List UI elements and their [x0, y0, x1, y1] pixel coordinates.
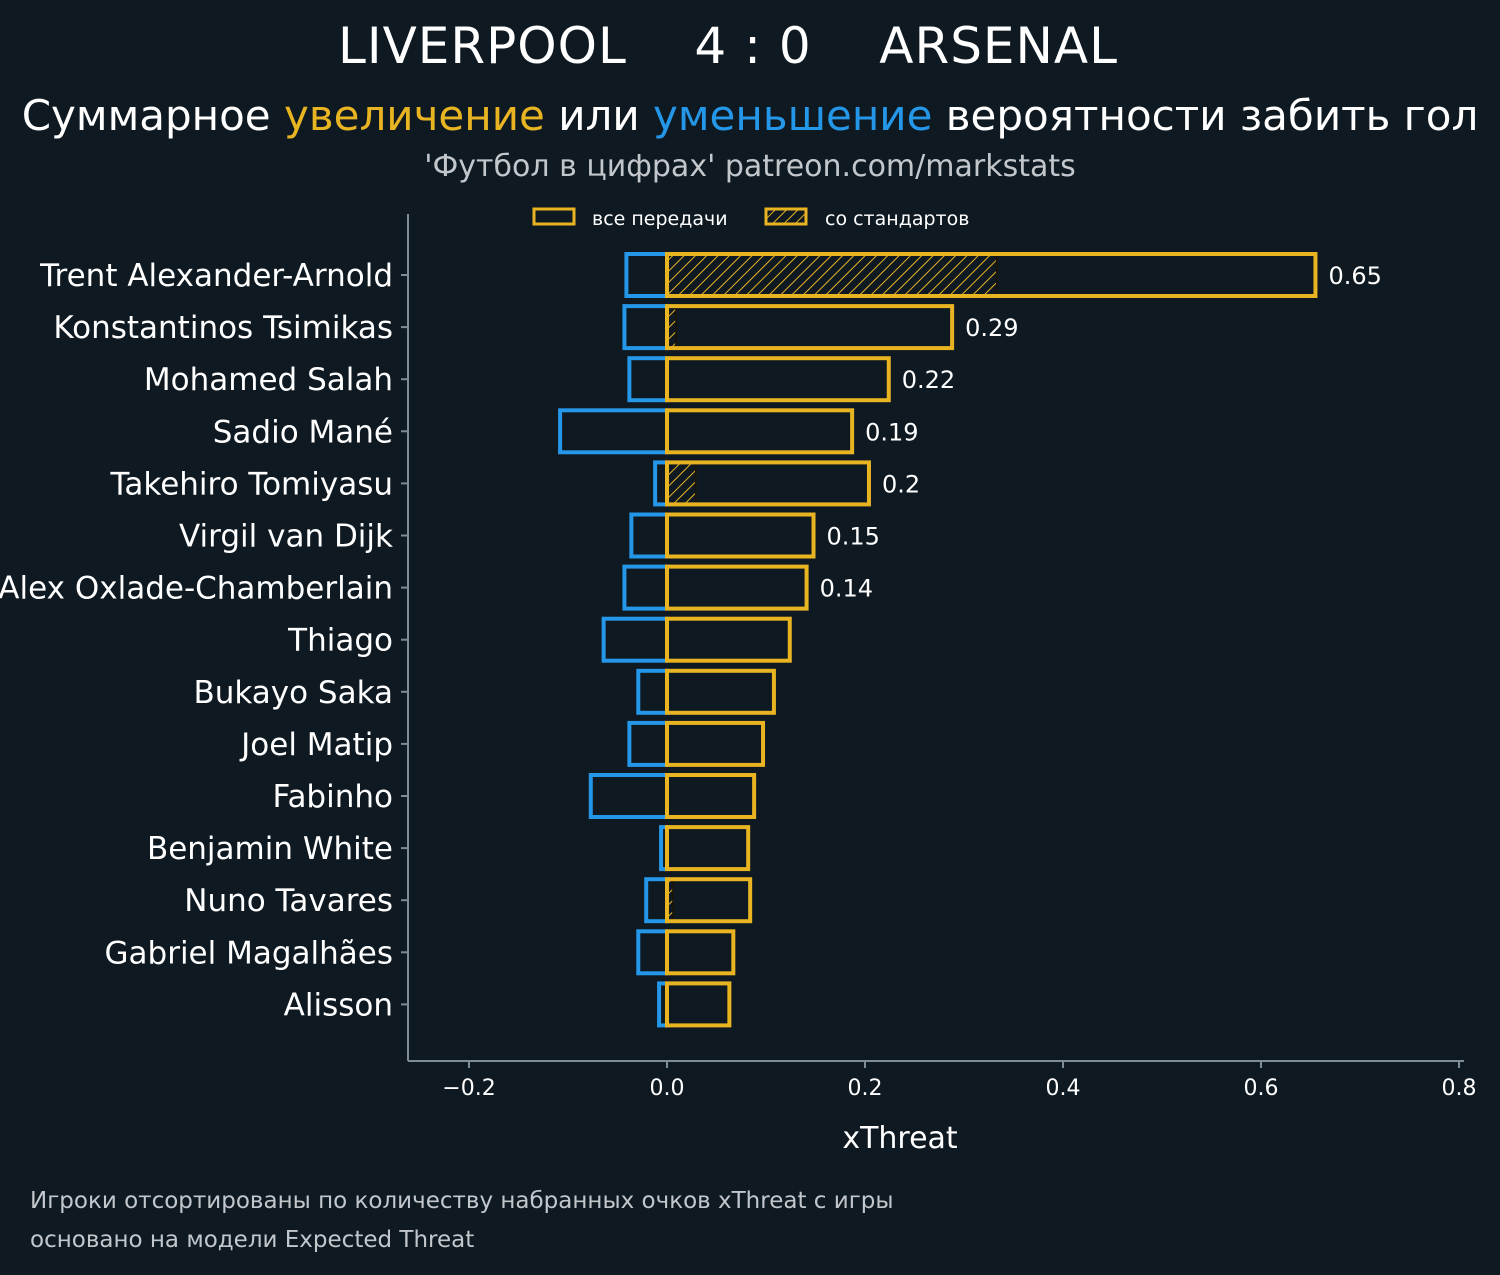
legend-label-all-passes: все передачи: [592, 208, 728, 230]
bar-negative-sadio-mane: [558, 408, 670, 455]
y-tick-label-alisson: Alisson: [284, 987, 393, 1023]
y-tick-label-benjamin-white: Benjamin White: [147, 831, 393, 867]
subtitle-decrease-word: уменьшение: [652, 91, 933, 140]
y-tick-label-virgil-van-dijk: Virgil van Dijk: [179, 519, 393, 555]
x-tick-label-4: 0.6: [1244, 1076, 1279, 1101]
value-label-alex-oxlade-chamberlain: 0.14: [820, 575, 873, 603]
value-label-trent-alexander-arnold: 0.65: [1328, 262, 1381, 290]
bar-positive-nuno-tavares: [665, 877, 753, 924]
subtitle-part3: вероятности забить гол: [932, 91, 1479, 140]
x-tick-label-1: 0.0: [650, 1076, 685, 1101]
bar-negative-joel-matip: [627, 720, 670, 767]
bar-positive-trent-alexander-arnold: [665, 252, 1318, 298]
footnote-model: основано на модели Expected Threat: [30, 1227, 475, 1253]
y-tick-label-trent-alexander-arnold: Trent Alexander-Arnold: [39, 258, 393, 294]
bar-positive-konstantinos-tsimikas: [665, 304, 955, 351]
bar-negative-thiago: [601, 616, 670, 663]
value-label-virgil-van-dijk: 0.15: [827, 523, 880, 551]
chart-legend: все передачи со стандартов: [532, 207, 969, 230]
bar-positive-takehiro-tomiyasu: [665, 460, 871, 507]
value-label-sadio-mane: 0.19: [865, 418, 918, 446]
bar-negative-mohamed-salah: [627, 356, 670, 403]
bar-negative-nuno-tavares: [644, 877, 670, 924]
bar-positive-thiago: [665, 616, 792, 663]
bar-negative-fabinho: [588, 773, 670, 819]
bar-negative-konstantinos-tsimikas: [622, 304, 669, 351]
chart-subtitle: Суммарное увеличение или уменьшение веро…: [0, 88, 1500, 144]
bar-negative-trent-alexander-arnold: [624, 252, 669, 298]
chart-title: LIVERPOOL 4 : 0 ARSENAL: [337, 17, 1118, 75]
y-tick-label-mohamed-salah: Mohamed Salah: [144, 362, 393, 398]
legend-swatch-set-pieces: [764, 207, 808, 226]
bar-positive-joel-matip: [665, 720, 766, 767]
subtitle-part1: Суммарное: [21, 91, 284, 140]
subtitle-part2: или: [544, 91, 653, 140]
legend-label-set-pieces: со стандартов: [825, 208, 969, 230]
x-tick-label-3: 0.4: [1046, 1076, 1081, 1101]
y-tick-label-alex-oxlade-chamberlain: Alex Oxlade-Chamberlain: [0, 571, 393, 607]
value-label-konstantinos-tsimikas: 0.29: [965, 314, 1018, 342]
bar-positive-bukayo-saka: [665, 668, 776, 715]
x-axis-label: xThreat: [842, 1121, 958, 1156]
axes-group: Trent Alexander-Arnold Konstantinos Tsimi…: [0, 214, 1477, 1156]
bar-negative-gabriel-magalhaes: [636, 929, 669, 976]
y-tick-label-joel-matip: Joel Matip: [239, 727, 393, 763]
value-label-mohamed-salah: 0.22: [902, 366, 955, 394]
y-tick-label-sadio-mane: Sadio Mané: [213, 414, 393, 450]
bar-negative-alex-oxlade-chamberlain: [622, 564, 669, 611]
bar-positive-gabriel-magalhaes: [665, 929, 736, 976]
bar-positive-virgil-van-dijk: [665, 512, 816, 559]
bar-positive-sadio-mane: [665, 408, 855, 455]
x-tick-label-2: 0.2: [848, 1076, 883, 1101]
bar-positive-alex-oxlade-chamberlain: [665, 564, 809, 611]
bar-positive-alisson: [665, 981, 732, 1028]
bar-positive-benjamin-white: [665, 825, 751, 872]
y-tick-label-takehiro-tomiyasu: Takehiro Tomiyasu: [110, 466, 393, 502]
y-tick-label-gabriel-magalhaes: Gabriel Magalhães: [105, 935, 394, 971]
bar-set-pieces-takehiro-tomiyasu: [666, 461, 697, 506]
y-tick-label-bukayo-saka: Bukayo Saka: [193, 675, 393, 711]
value-label-takehiro-tomiyasu: 0.2: [882, 470, 920, 498]
bar-positive-fabinho: [665, 773, 757, 819]
bar-positive-mohamed-salah: [665, 356, 891, 403]
bar-negative-virgil-van-dijk: [629, 512, 669, 559]
footnote-sorting: Игроки отсортированы по количеству набра…: [30, 1188, 894, 1214]
y-tick-label-konstantinos-tsimikas: Konstantinos Tsimikas: [53, 310, 393, 346]
bar-negative-bukayo-saka: [636, 668, 669, 715]
subtitle-increase-word: увеличение: [284, 91, 545, 140]
y-tick-label-thiago: Thiago: [287, 623, 393, 659]
x-tick-label-0: −0.2: [442, 1076, 495, 1101]
chart-credit: 'Футбол в цифрах' patreon.com/markstats: [424, 149, 1076, 184]
bars-group: 0.65 0.29 0.22 0.19 0.20.15 0.14: [558, 252, 1382, 1028]
bar-set-pieces-trent-alexander-arnold: [666, 253, 998, 297]
y-tick-label-fabinho: Fabinho: [272, 779, 393, 815]
x-tick-label-5: 0.8: [1442, 1076, 1477, 1101]
legend-swatch-all-passes: [532, 207, 576, 226]
y-tick-label-nuno-tavares: Nuno Tavares: [184, 883, 393, 919]
